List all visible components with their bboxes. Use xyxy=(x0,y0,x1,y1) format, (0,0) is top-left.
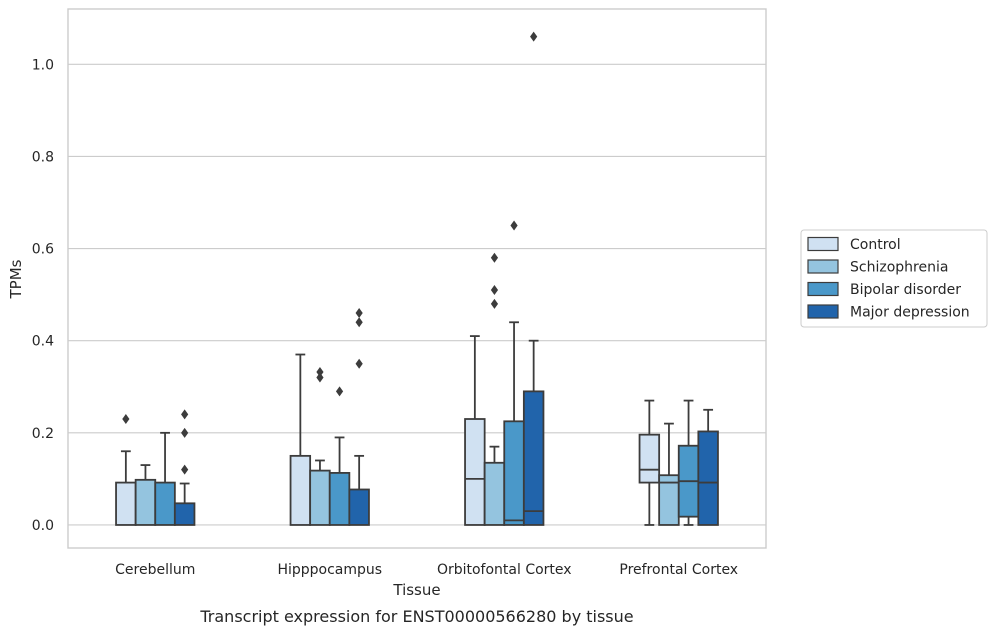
box-item xyxy=(697,408,719,526)
y-tick-label: 0.6 xyxy=(32,242,54,258)
legend-swatch xyxy=(807,236,839,252)
outlier-point xyxy=(490,252,499,263)
outlier-point xyxy=(181,409,189,420)
plot-frame xyxy=(67,8,767,549)
box-item xyxy=(309,367,331,526)
box-rect xyxy=(289,454,312,526)
outlier-point xyxy=(355,317,363,328)
legend-swatch xyxy=(807,259,839,274)
box-item xyxy=(638,399,661,526)
outlier-point xyxy=(530,31,538,42)
box-rect xyxy=(522,390,545,526)
outlier-point xyxy=(316,372,324,383)
box-rect xyxy=(348,488,370,526)
box-item xyxy=(503,220,525,526)
legend-label: Major depression xyxy=(850,305,970,321)
box-item xyxy=(173,409,196,526)
box-item xyxy=(483,252,506,526)
box-item xyxy=(134,464,157,526)
y-tick-label: 0.2 xyxy=(32,426,54,442)
box-item xyxy=(658,422,680,526)
box-item xyxy=(154,431,176,526)
box-item xyxy=(115,414,137,526)
outlier-point xyxy=(181,464,189,475)
box-item xyxy=(677,399,700,526)
x-axis-label: Tissue xyxy=(392,581,440,599)
box-rect xyxy=(173,502,196,526)
y-axis-label: TPMs xyxy=(7,259,25,299)
outlier-point xyxy=(355,308,363,319)
x-tick-label: Prefrontal Cortex xyxy=(619,562,738,578)
legend-label: Schizophrenia xyxy=(850,260,948,276)
legend-label: Control xyxy=(850,237,901,253)
chart-caption: Transcript expression for ENST0000056628… xyxy=(199,607,633,626)
box-rect xyxy=(464,418,486,526)
outlier-point xyxy=(490,285,499,296)
box-item xyxy=(328,386,351,526)
box-rect xyxy=(503,420,525,526)
box-rect xyxy=(309,469,331,526)
x-axis-ticks: Cerebellum Hipppocampus Orbitofontal Corte… xyxy=(115,562,738,578)
y-tick-label: 1.0 xyxy=(32,57,54,73)
y-tick-label: 0.0 xyxy=(32,518,54,534)
box-item xyxy=(289,353,312,526)
y-tick-label: 0.8 xyxy=(32,149,54,165)
box-rect xyxy=(638,433,661,484)
x-tick-label: Hipppocampus xyxy=(277,562,382,578)
x-tick-label: Cerebellum xyxy=(115,562,195,578)
outlier-point xyxy=(122,414,130,425)
outlier-point xyxy=(355,358,363,369)
outlier-point xyxy=(490,298,499,309)
outlier-point xyxy=(316,367,324,378)
box-groups xyxy=(115,31,719,526)
outlier-point xyxy=(335,386,344,397)
box-rect xyxy=(697,430,719,526)
legend: Control Schizophrenia Bipolar disorder Majo… xyxy=(800,229,988,328)
x-tick-label: Orbitofontal Cortex xyxy=(437,562,572,578)
box-rect xyxy=(115,481,137,526)
box-rect xyxy=(328,472,351,526)
box-rect xyxy=(134,478,157,526)
box-rect xyxy=(154,481,176,526)
outlier-point xyxy=(510,220,518,231)
y-tick-label: 0.4 xyxy=(32,334,54,350)
grid-lines xyxy=(68,63,766,526)
box-item xyxy=(522,31,545,526)
plot-border xyxy=(67,8,767,549)
legend-swatch xyxy=(807,281,839,297)
box-item xyxy=(464,335,486,526)
y-axis-ticks: 0.0 0.2 0.4 0.6 0.8 1.0 xyxy=(32,57,54,534)
box-rect xyxy=(483,461,506,526)
legend-box xyxy=(800,229,988,328)
outlier-point xyxy=(181,427,189,438)
legend-label: Bipolar disorder xyxy=(850,282,961,298)
box-item xyxy=(348,308,370,526)
legend-swatch xyxy=(807,304,839,319)
